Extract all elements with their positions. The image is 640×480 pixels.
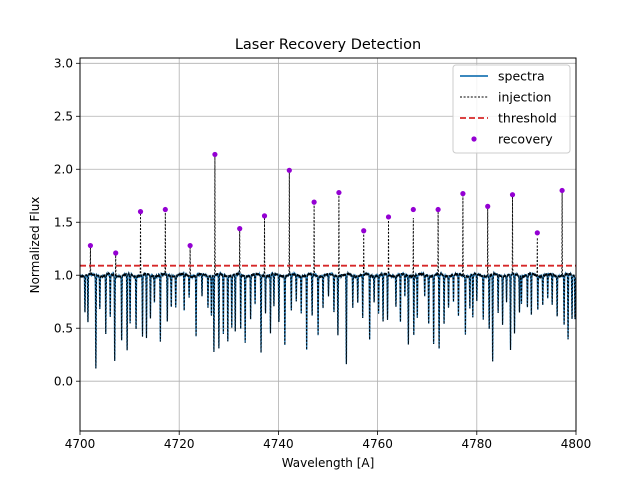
- x-tick-label: 4780: [462, 437, 493, 451]
- recovery-point: [485, 203, 491, 209]
- legend-injection-label: injection: [498, 90, 551, 105]
- x-tick-label: 4800: [561, 437, 592, 451]
- x-tick-label: 4740: [263, 437, 294, 451]
- y-axis-label: Normalized Flux: [28, 197, 42, 294]
- recovery-point: [113, 250, 119, 256]
- recovery-point: [137, 209, 144, 215]
- recovery-point: [435, 206, 441, 213]
- recovery-point: [187, 242, 193, 249]
- legend-box: [452, 64, 571, 154]
- recovery-point: [237, 226, 243, 232]
- y-tick-label: 2.5: [54, 110, 73, 124]
- y-tick-label: 2.0: [54, 163, 73, 177]
- recovery-point: [509, 192, 516, 198]
- y-tick-label: 3.0: [54, 57, 73, 71]
- recovery-point: [261, 213, 268, 219]
- axis-ticks: 4700 4720 4740 4760 4780 4800 0.0 0.5 1.0 1.5 2.0 2…: [54, 57, 591, 451]
- recovery-point: [361, 228, 367, 234]
- legend-recovery-label: recovery: [498, 132, 553, 147]
- x-tick-label: 4760: [362, 437, 393, 451]
- plot-frame: [79, 57, 577, 432]
- plot-layer: [80, 151, 576, 369]
- recovery-point: [212, 151, 218, 158]
- recovery-point: [385, 214, 392, 220]
- y-tick-label: 0.5: [54, 322, 73, 336]
- injection-line: [80, 155, 576, 369]
- legend: spectra injection threshold recovery: [452, 64, 571, 154]
- x-tick-label: 4720: [164, 437, 195, 451]
- recovery-point: [311, 199, 317, 205]
- recovery-point: [534, 230, 540, 236]
- legend-threshold-label: threshold: [498, 111, 557, 126]
- recovery-point: [460, 191, 466, 197]
- chart-title: Laser Recovery Detection: [235, 37, 421, 53]
- recovery-point: [162, 206, 168, 213]
- recovery-point: [410, 206, 416, 213]
- recovery-point: [87, 242, 94, 249]
- y-tick-label: 1.5: [54, 216, 73, 230]
- recovery-point: [559, 187, 565, 194]
- x-tick-label: 4700: [65, 437, 96, 451]
- y-tick-label: 0.0: [54, 374, 73, 388]
- legend-recovery-swatch: [471, 136, 477, 142]
- legend-spectra-label: spectra: [498, 69, 545, 84]
- recovery-point: [336, 189, 342, 196]
- y-tick-label: 1.0: [54, 269, 73, 283]
- recovery-point: [286, 167, 292, 173]
- x-axis-label: Wavelength [A]: [282, 456, 375, 470]
